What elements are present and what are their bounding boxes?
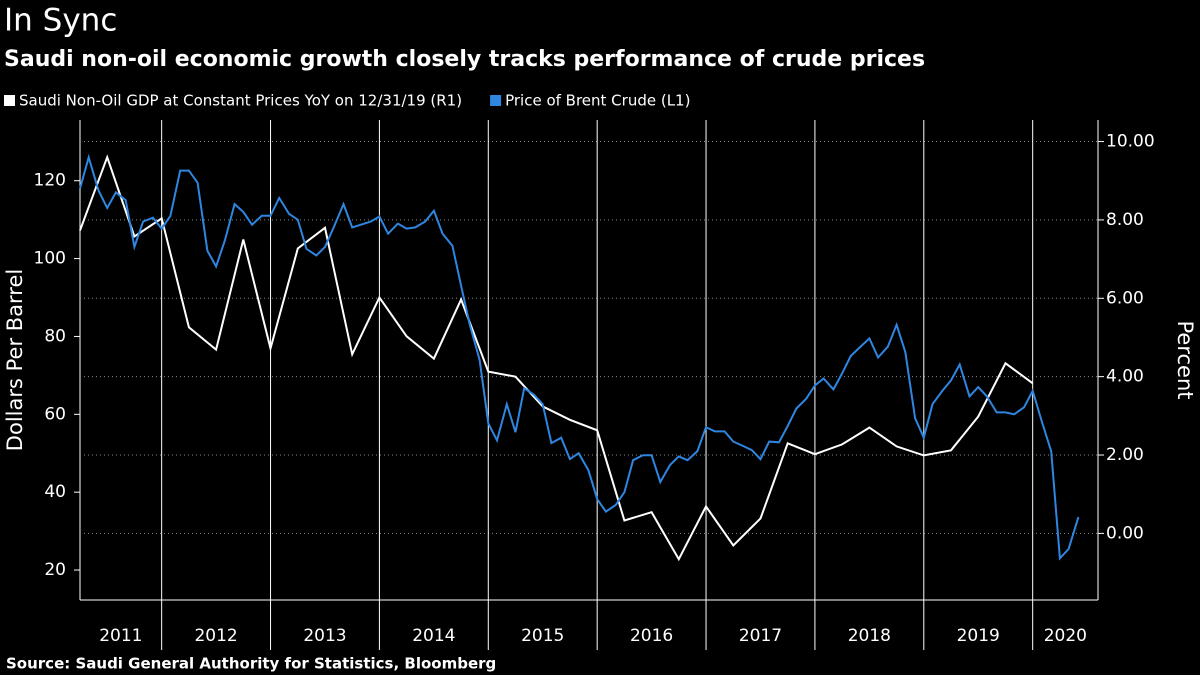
legend-swatch [4,95,15,106]
chart-subtitle: Saudi non-oil economic growth closely tr… [4,47,925,72]
legend-label: Saudi Non-Oil GDP at Constant Prices YoY… [19,92,462,110]
source-note: Source: Saudi General Authority for Stat… [6,655,496,673]
x-tick-label: 2019 [957,626,1000,646]
y-tick-label: 120 [34,171,66,191]
series-line [79,153,1080,561]
x-tick-label: 2018 [848,626,891,646]
y2-tick-label: 4.00 [1106,367,1144,387]
x-tick-label: 2017 [739,626,782,646]
x-tick-label: 2013 [303,626,346,646]
y-tick-label: 20 [44,560,66,580]
y-tick-label: 60 [44,404,66,424]
y2-tick-label: 0.00 [1106,523,1144,543]
x-tick-label: 2014 [412,626,455,646]
y2-tick-label: 10.00 [1106,132,1155,152]
x-tick-label: 2016 [630,626,673,646]
legend-swatch [490,95,502,106]
y-tick-label: 100 [34,249,66,269]
y2-tick-label: 8.00 [1106,210,1144,230]
legend-label: Price of Brent Crude (L1) [505,92,690,110]
x-tick-label: 2015 [521,626,564,646]
y-axis-label: Dollars Per Barrel [3,269,27,451]
x-tick-label: 2011 [99,626,142,646]
y2-axis-label: Percent [1173,320,1197,399]
x-tick-label: 2012 [194,626,237,646]
chart-title: In Sync [4,3,117,39]
y-tick-label: 40 [44,482,66,502]
x-tick-label: 2020 [1044,626,1087,646]
y2-tick-label: 6.00 [1106,288,1144,308]
series-line [79,154,1034,562]
y2-tick-label: 2.00 [1106,445,1144,465]
y-tick-label: 80 [44,326,66,346]
